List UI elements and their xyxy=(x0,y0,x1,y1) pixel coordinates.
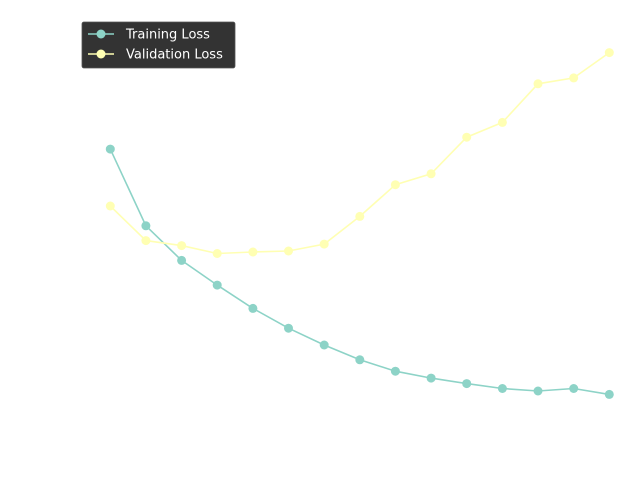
legend-label: Validation Loss xyxy=(126,48,223,63)
legend-entry: Validation Loss xyxy=(88,48,223,63)
legend-label: Training Loss xyxy=(125,28,210,43)
data-point xyxy=(604,48,614,58)
data-point xyxy=(390,180,400,190)
data-point xyxy=(426,373,436,383)
data-point xyxy=(569,73,579,83)
data-point xyxy=(426,169,436,179)
data-point xyxy=(497,384,507,393)
data-point xyxy=(212,280,222,290)
data-point xyxy=(105,144,115,154)
data-point xyxy=(284,246,293,256)
data-point xyxy=(462,132,472,142)
data-point xyxy=(355,211,365,221)
data-point xyxy=(355,355,365,365)
data-point xyxy=(604,389,614,399)
data-point xyxy=(569,384,579,393)
data-point xyxy=(141,221,151,231)
data-point xyxy=(319,239,329,249)
data-point xyxy=(177,241,187,251)
data-point xyxy=(284,323,293,333)
legend-marker xyxy=(96,29,106,39)
legend-marker xyxy=(96,49,106,59)
data-point xyxy=(141,236,151,246)
series-layer xyxy=(105,48,614,399)
data-point xyxy=(105,201,115,211)
data-point xyxy=(390,366,400,376)
data-point xyxy=(177,255,187,265)
data-point xyxy=(248,303,258,313)
data-point xyxy=(533,386,543,396)
data-point xyxy=(319,340,329,350)
legend-entries: Training Loss Validation Loss xyxy=(88,28,223,63)
legend-box xyxy=(81,21,236,69)
data-point xyxy=(212,249,222,258)
data-point xyxy=(497,117,507,127)
data-point xyxy=(462,379,472,389)
data-point xyxy=(533,79,543,89)
legend-entry: Training Loss xyxy=(88,28,210,43)
series-training-loss xyxy=(105,144,614,399)
data-point xyxy=(248,247,258,257)
series-validation-loss xyxy=(105,48,614,258)
legend: Training Loss Validation Loss xyxy=(81,21,236,69)
